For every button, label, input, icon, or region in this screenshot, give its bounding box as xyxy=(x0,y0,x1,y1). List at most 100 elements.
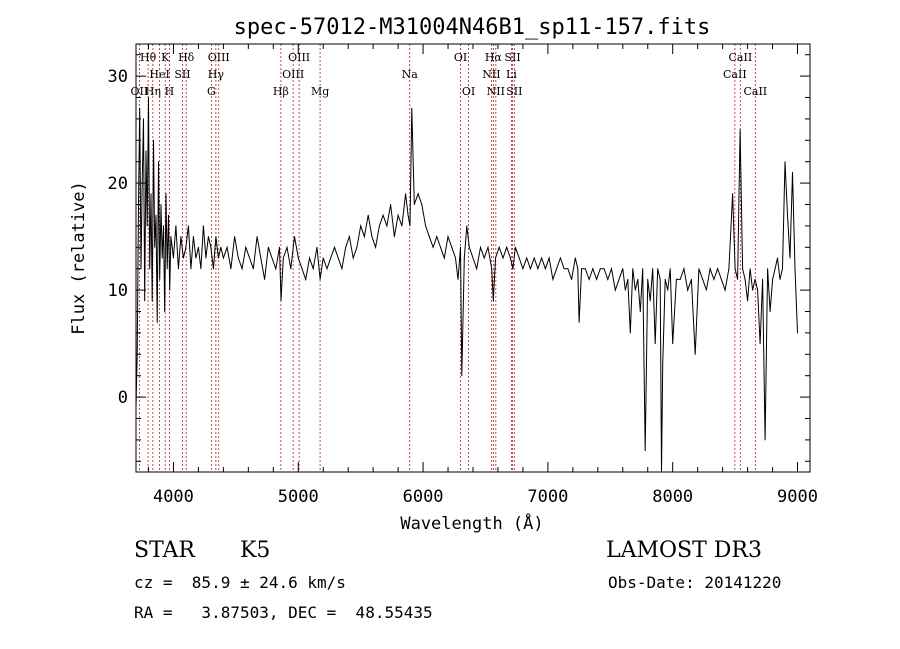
flux-point-57 xyxy=(249,257,251,259)
flux-point-115 xyxy=(455,257,456,259)
flux-point-59 xyxy=(256,236,258,238)
flux-point-37 xyxy=(190,268,192,270)
flux-point-146 xyxy=(556,268,558,270)
flux-point-101 xyxy=(407,214,409,216)
flux-point-82 xyxy=(337,257,339,259)
flux-point-83 xyxy=(341,268,343,270)
flux-point-85 xyxy=(348,236,350,238)
flux-point-169 xyxy=(632,268,634,270)
flux-point-9 xyxy=(146,225,148,227)
flux-point-42 xyxy=(202,225,204,227)
flux-point-100 xyxy=(405,193,407,195)
flux-point-86 xyxy=(352,257,354,259)
flux-point-205 xyxy=(739,129,741,131)
flux-point-144 xyxy=(548,257,550,259)
flux-point-119 xyxy=(463,257,465,259)
flux-point-11 xyxy=(149,268,151,270)
flux-point-141 xyxy=(537,268,539,270)
flux-point-123 xyxy=(476,268,478,270)
flux-point-94 xyxy=(382,214,384,216)
flux-point-194 xyxy=(702,278,704,280)
marker-label-19: NII xyxy=(482,68,500,81)
flux-point-218 xyxy=(772,278,774,280)
flux-point-80 xyxy=(330,257,332,259)
marker-label-6: H xyxy=(165,85,175,98)
flux-point-161 xyxy=(607,278,609,280)
flux-point-219 xyxy=(774,268,776,270)
flux-point-164 xyxy=(618,278,620,280)
flux-point-23 xyxy=(164,311,166,312)
flux-point-104 xyxy=(413,204,415,205)
flux-point-125 xyxy=(483,257,485,259)
flux-point-178 xyxy=(654,343,656,345)
flux-point-45 xyxy=(210,246,212,248)
marker-label-3: HeI xyxy=(149,68,169,81)
flux-point-120 xyxy=(466,225,468,227)
flux-point-177 xyxy=(652,268,654,270)
marker-label-7: Hδ xyxy=(178,51,195,64)
marker-label-10: G xyxy=(207,85,216,98)
flux-point-54 xyxy=(237,257,239,259)
redshift-text: cz = 85.9 ± 24.6 km/s xyxy=(134,573,346,592)
flux-point-124 xyxy=(480,246,481,248)
flux-point-174 xyxy=(644,450,646,452)
flux-point-223 xyxy=(784,161,786,163)
object-subclass: K5 xyxy=(240,538,271,563)
flux-point-117 xyxy=(460,246,461,248)
y-tick-label-2: 20 xyxy=(108,174,128,194)
object-class: STAR xyxy=(134,538,195,563)
flux-point-197 xyxy=(713,278,715,280)
flux-point-132 xyxy=(506,246,508,248)
x-tick-label-1: 5000 xyxy=(278,487,319,507)
flux-point-195 xyxy=(705,289,707,291)
marker-label-5: SII xyxy=(174,68,190,81)
flux-point-12 xyxy=(150,193,152,195)
flux-point-134 xyxy=(512,268,514,270)
x-axis-ticks: 4000 5000 6000 7000 8000 9000 xyxy=(147,44,818,507)
flux-point-52 xyxy=(230,268,232,270)
flux-point-170 xyxy=(634,289,636,291)
flux-point-203 xyxy=(734,268,736,270)
flux-point-216 xyxy=(767,268,769,270)
flux-point-213 xyxy=(759,343,761,345)
flux-point-176 xyxy=(649,300,651,302)
flux-point-165 xyxy=(622,268,624,270)
flux-point-75 xyxy=(312,268,314,270)
flux-point-214 xyxy=(762,278,764,280)
flux-point-212 xyxy=(757,289,759,291)
marker-label-24: CaII xyxy=(729,51,753,64)
flux-point-158 xyxy=(596,278,598,280)
flux-point-228 xyxy=(797,332,798,334)
flux-point-36 xyxy=(187,225,189,227)
x-tick-label-5: 9000 xyxy=(777,487,818,507)
flux-point-191 xyxy=(690,278,692,280)
flux-point-46 xyxy=(212,268,214,270)
flux-point-44 xyxy=(207,236,209,238)
flux-point-29 xyxy=(171,246,173,248)
y-tick-label-3: 30 xyxy=(108,67,128,87)
marker-label-12: OIII xyxy=(288,51,310,64)
flux-point-49 xyxy=(220,246,222,248)
flux-point-66 xyxy=(280,300,282,302)
flux-point-189 xyxy=(683,268,685,270)
flux-point-108 xyxy=(428,236,430,238)
flux-point-220 xyxy=(777,257,778,259)
flux-point-129 xyxy=(495,257,496,259)
flux-point-25 xyxy=(166,268,168,270)
marker-label-11: Hβ xyxy=(273,85,289,98)
marker-label-26: CaII xyxy=(743,85,767,98)
flux-point-32 xyxy=(177,268,179,270)
flux-point-50 xyxy=(222,257,224,259)
flux-point-65 xyxy=(279,246,280,248)
flux-point-8 xyxy=(145,150,147,152)
marker-label-8: OIII xyxy=(208,51,230,64)
flux-point-30 xyxy=(172,257,174,259)
flux-point-7 xyxy=(144,300,146,302)
flux-point-56 xyxy=(245,246,247,248)
flux-point-88 xyxy=(360,225,362,227)
flux-point-128 xyxy=(492,300,494,302)
x-axis-label: Wavelength (Å) xyxy=(400,512,543,534)
flux-point-84 xyxy=(345,246,347,248)
flux-point-92 xyxy=(375,246,377,248)
flux-point-91 xyxy=(371,236,373,238)
